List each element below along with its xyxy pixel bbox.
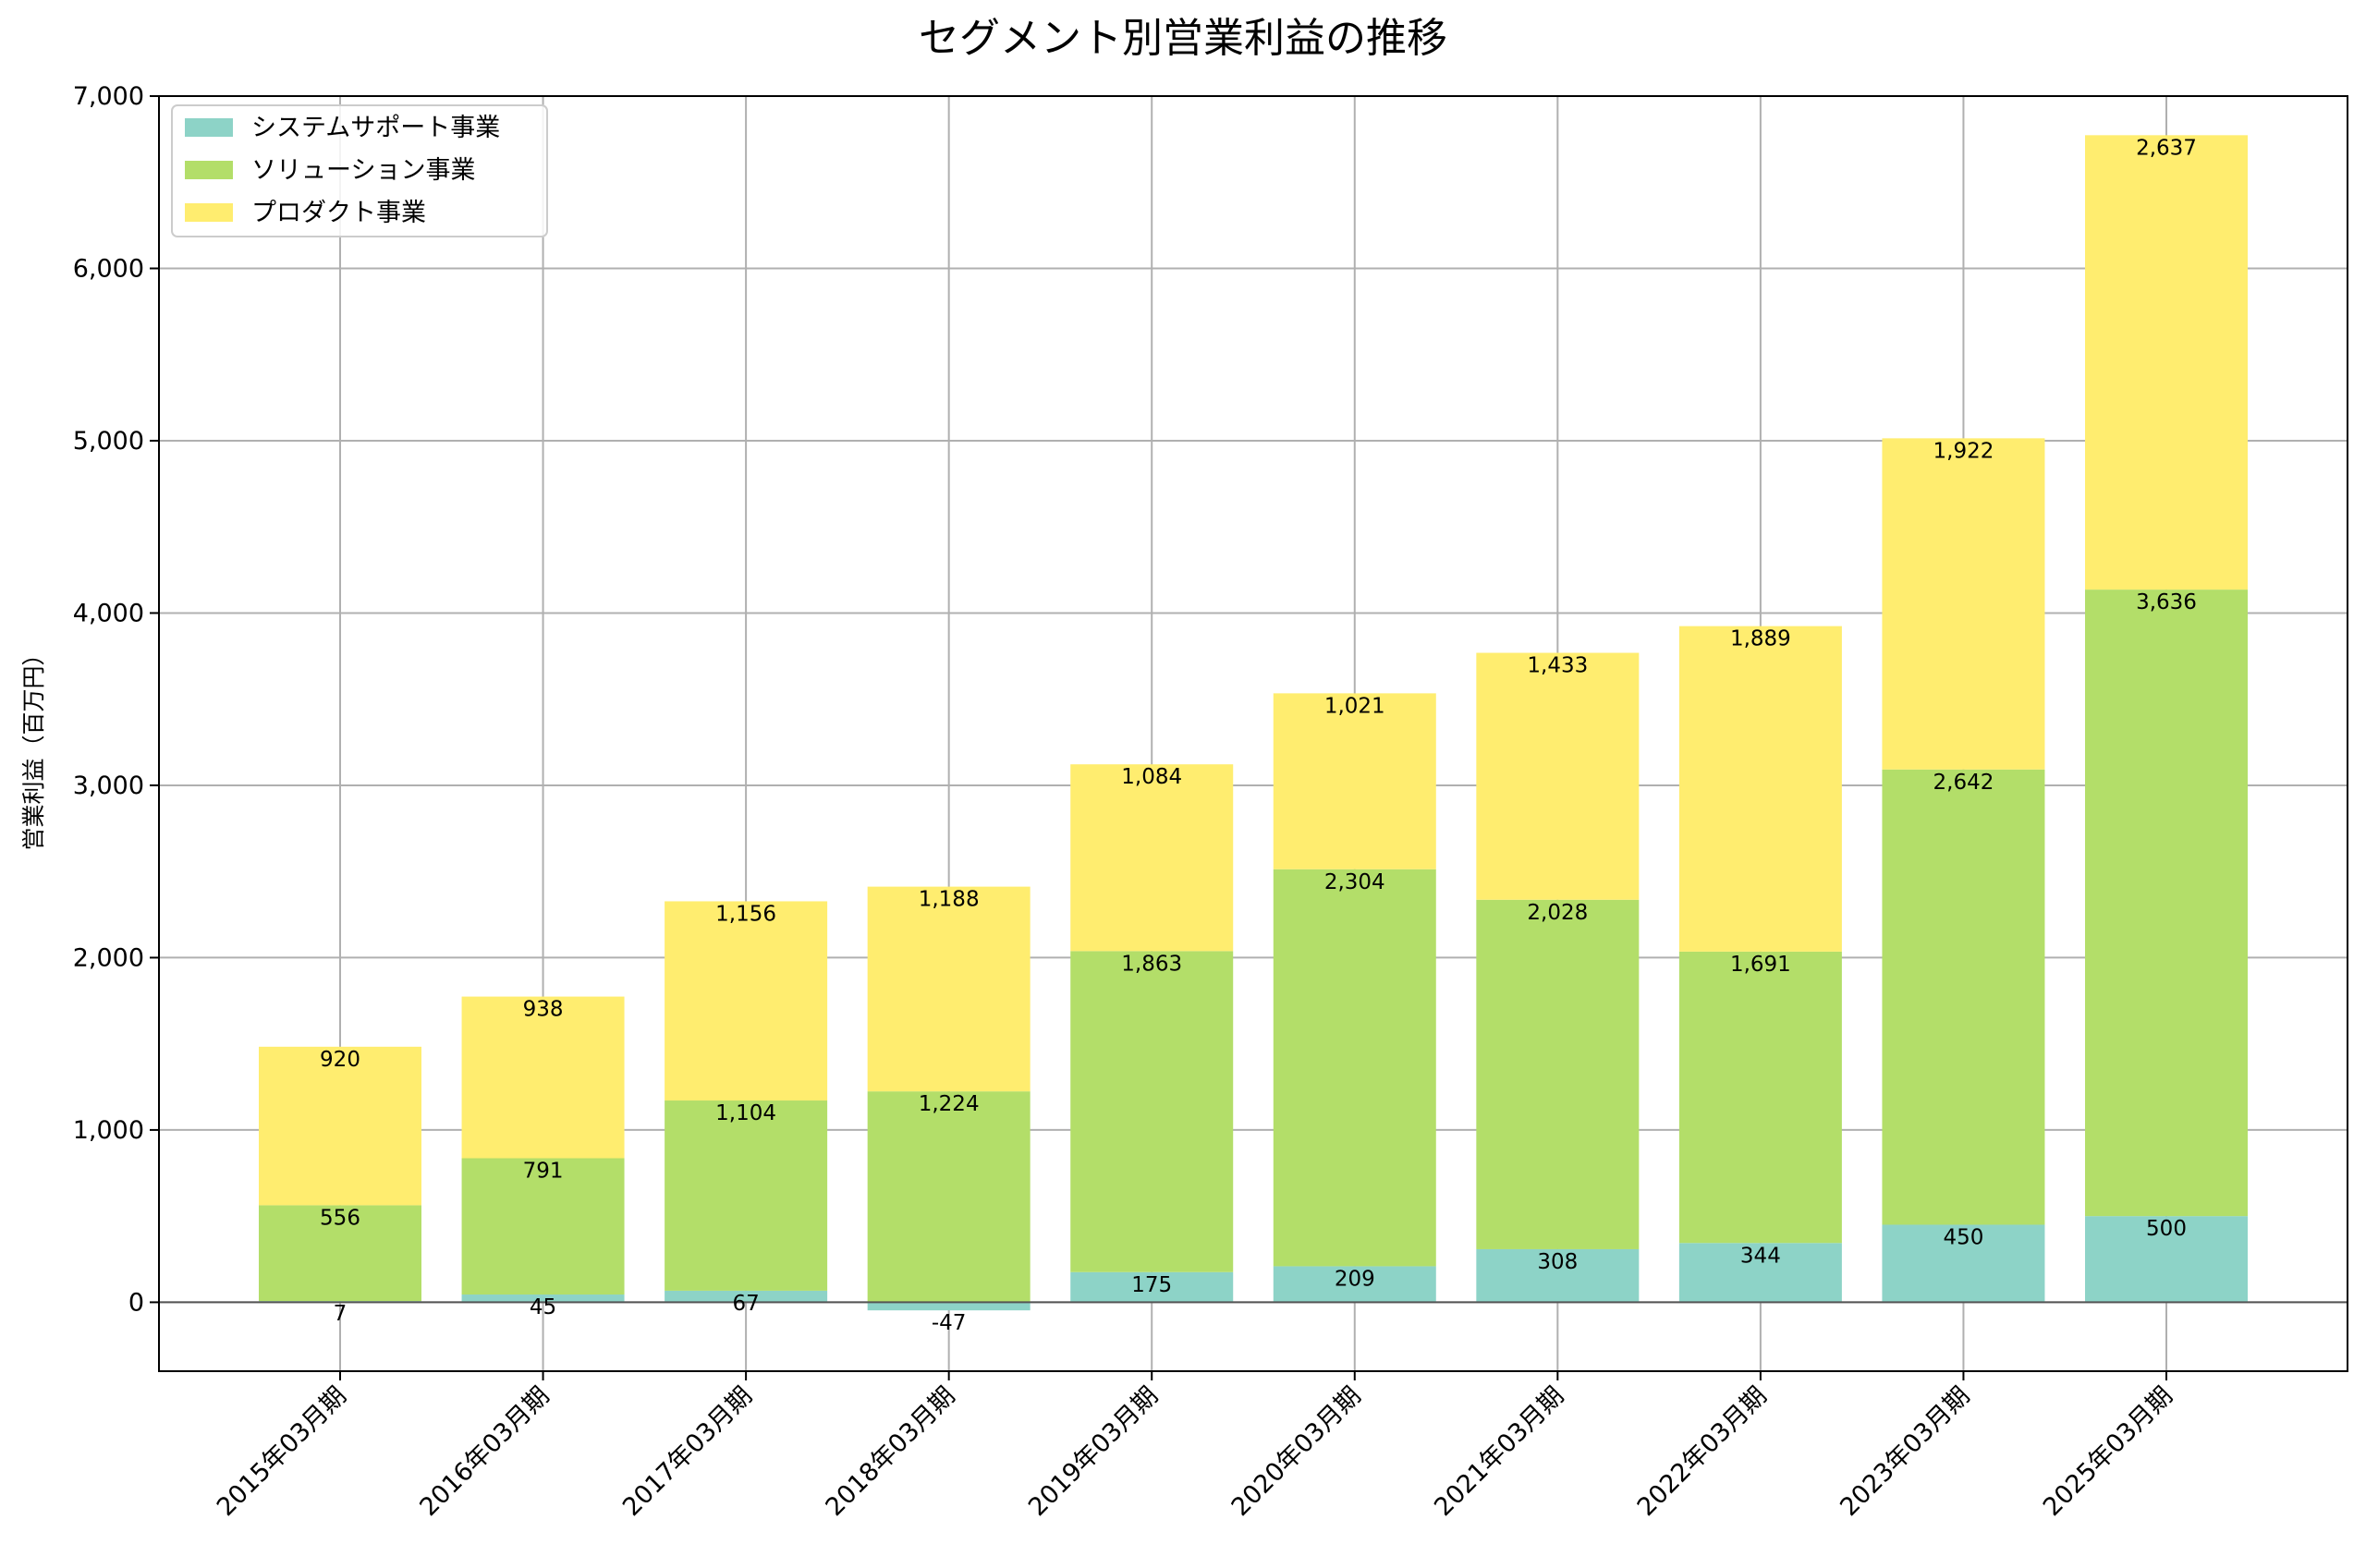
bar-segment bbox=[1476, 899, 1640, 1249]
bar-segment bbox=[665, 1290, 828, 1303]
bar-segment bbox=[1476, 652, 1640, 900]
x-tick-label: 2017年03月期 bbox=[617, 1381, 758, 1522]
data-label: 450 bbox=[1943, 1225, 1983, 1249]
data-label: 2,642 bbox=[1933, 771, 1994, 795]
data-label: 1,156 bbox=[715, 902, 776, 926]
data-label: 2,637 bbox=[2136, 136, 2197, 160]
legend-swatch bbox=[185, 118, 233, 137]
bars-layer bbox=[259, 135, 2248, 1311]
data-label: 1,021 bbox=[1324, 694, 1385, 718]
data-label: 791 bbox=[523, 1160, 564, 1184]
legend-box bbox=[171, 104, 548, 237]
bar-segment bbox=[1882, 438, 2045, 770]
bar-segment bbox=[1070, 764, 1234, 952]
x-tick-label: 2025年03月期 bbox=[2038, 1381, 2178, 1522]
data-label: 7 bbox=[334, 1302, 348, 1326]
bar-segment bbox=[1678, 951, 1842, 1244]
data-label: 1,889 bbox=[1730, 627, 1791, 651]
bar-segment bbox=[1070, 1271, 1234, 1303]
data-label: 3,636 bbox=[2136, 590, 2197, 614]
data-label: 67 bbox=[732, 1292, 759, 1316]
legend-label: プロダクト事業 bbox=[251, 199, 426, 227]
data-label: -47 bbox=[932, 1311, 967, 1335]
bar-segment bbox=[665, 1100, 828, 1291]
legend-swatch bbox=[185, 203, 233, 222]
y-tick-label: 4,000 bbox=[73, 599, 144, 627]
x-tick-label: 2021年03月期 bbox=[1429, 1381, 1569, 1522]
data-label: 308 bbox=[1537, 1250, 1578, 1274]
x-tick-label: 2015年03月期 bbox=[212, 1381, 352, 1522]
data-label: 1,188 bbox=[919, 888, 980, 912]
y-tick-label: 3,000 bbox=[73, 772, 144, 800]
data-label: 209 bbox=[1335, 1267, 1375, 1291]
data-label: 556 bbox=[320, 1206, 360, 1230]
data-label: 500 bbox=[2146, 1217, 2187, 1241]
labels-layer: 7 45 67 -47 175 209 308 344 450 500 556 791 1,104 1,2… bbox=[320, 136, 2197, 1335]
chart-title: セグメント別営業利益の推移 bbox=[919, 15, 1447, 62]
y-tick-label: 6,000 bbox=[73, 254, 144, 283]
y-tick-label: 0 bbox=[128, 1288, 144, 1317]
plot-frame bbox=[158, 95, 2348, 1372]
x-tick-label: 2018年03月期 bbox=[821, 1381, 961, 1522]
bar-segment bbox=[1476, 1248, 1640, 1303]
bar-segment bbox=[461, 996, 625, 1159]
data-label: 938 bbox=[523, 998, 564, 1022]
y-tick-label: 7,000 bbox=[73, 82, 144, 111]
bar-segment bbox=[867, 886, 1031, 1092]
x-tick-label: 2020年03月期 bbox=[1226, 1381, 1367, 1522]
bar-segment bbox=[1678, 626, 1842, 952]
bar-segment bbox=[1273, 1266, 1436, 1303]
bar-segment bbox=[867, 1302, 1031, 1311]
data-label: 1,224 bbox=[919, 1092, 980, 1116]
bar-segment bbox=[461, 1158, 625, 1295]
bar-segment bbox=[1273, 869, 1436, 1267]
y-tick-label: 2,000 bbox=[73, 943, 144, 972]
data-label: 2,304 bbox=[1324, 870, 1385, 894]
bar-segment bbox=[259, 1046, 421, 1206]
y-tick-label: 5,000 bbox=[73, 427, 144, 456]
data-label: 1,084 bbox=[1121, 765, 1182, 789]
bar-segment bbox=[1882, 769, 2045, 1225]
y-tick-label: 1,000 bbox=[73, 1116, 144, 1145]
bar-segment bbox=[665, 901, 828, 1101]
data-label: 2,028 bbox=[1527, 901, 1588, 925]
x-tick-label: 2016年03月期 bbox=[414, 1381, 555, 1522]
data-label: 1,922 bbox=[1933, 439, 1994, 463]
legend-label: システムサポート事業 bbox=[251, 114, 500, 142]
data-label: 1,104 bbox=[715, 1101, 776, 1125]
x-tick-label: 2022年03月期 bbox=[1632, 1381, 1773, 1522]
x-tick-label: 2023年03月期 bbox=[1835, 1381, 1975, 1522]
data-label: 175 bbox=[1131, 1273, 1172, 1297]
bar-segment bbox=[1678, 1243, 1842, 1303]
data-label: 920 bbox=[320, 1048, 360, 1072]
bar-segment bbox=[2085, 1216, 2248, 1303]
data-label: 1,863 bbox=[1121, 952, 1182, 976]
bar-segment bbox=[2085, 135, 2248, 590]
bar-segment bbox=[1273, 693, 1436, 869]
bar-segment bbox=[1882, 1224, 2045, 1303]
bar-segment bbox=[1070, 951, 1234, 1272]
data-label: 344 bbox=[1740, 1244, 1781, 1268]
data-label: 1,433 bbox=[1527, 654, 1588, 678]
x-tick-label: 2019年03月期 bbox=[1023, 1381, 1164, 1522]
legend-swatch bbox=[185, 161, 233, 179]
legend-label: ソリューション事業 bbox=[251, 156, 475, 185]
y-axis-label: 営業利益（百万円） bbox=[20, 642, 47, 850]
data-label: 1,691 bbox=[1730, 953, 1791, 977]
bar-segment bbox=[867, 1091, 1031, 1303]
data-label: 45 bbox=[530, 1295, 556, 1319]
bar-segment bbox=[259, 1205, 421, 1302]
bar-segment bbox=[2085, 590, 2248, 1217]
bar-segment bbox=[461, 1295, 625, 1303]
